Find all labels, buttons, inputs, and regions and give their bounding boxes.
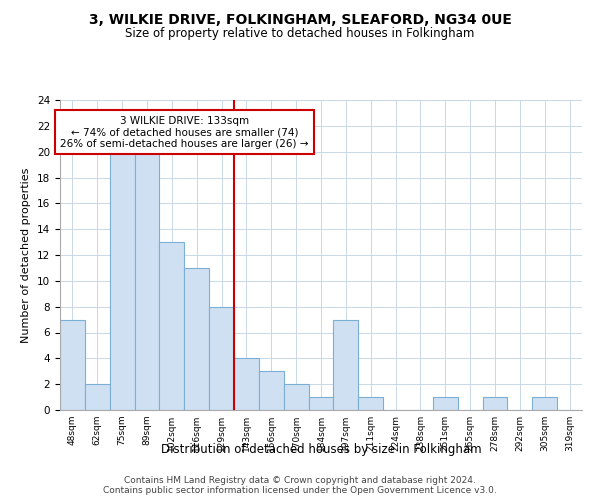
Bar: [160, 242, 184, 410]
Bar: [482, 397, 508, 410]
Bar: [308, 397, 334, 410]
Bar: [234, 358, 259, 410]
Bar: [209, 306, 234, 410]
Bar: [334, 320, 358, 410]
Bar: [532, 397, 557, 410]
Text: 3 WILKIE DRIVE: 133sqm
← 74% of detached houses are smaller (74)
26% of semi-det: 3 WILKIE DRIVE: 133sqm ← 74% of detached…: [60, 116, 308, 148]
Bar: [60, 320, 85, 410]
Bar: [259, 371, 284, 410]
Text: Size of property relative to detached houses in Folkingham: Size of property relative to detached ho…: [125, 28, 475, 40]
Text: Contains HM Land Registry data © Crown copyright and database right 2024.
Contai: Contains HM Land Registry data © Crown c…: [103, 476, 497, 495]
Bar: [110, 152, 134, 410]
Bar: [184, 268, 209, 410]
Bar: [284, 384, 308, 410]
Y-axis label: Number of detached properties: Number of detached properties: [22, 168, 31, 342]
Bar: [134, 152, 160, 410]
Bar: [433, 397, 458, 410]
Bar: [85, 384, 110, 410]
Text: Distribution of detached houses by size in Folkingham: Distribution of detached houses by size …: [161, 442, 481, 456]
Text: 3, WILKIE DRIVE, FOLKINGHAM, SLEAFORD, NG34 0UE: 3, WILKIE DRIVE, FOLKINGHAM, SLEAFORD, N…: [89, 12, 511, 26]
Bar: [358, 397, 383, 410]
